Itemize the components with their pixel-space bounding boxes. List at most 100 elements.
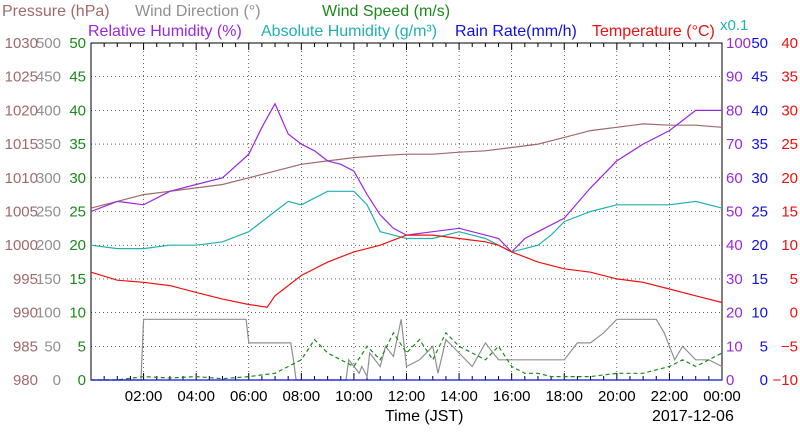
tick-label-rain_rate: 45 — [751, 69, 768, 86]
date-label: 2017-12-06 — [652, 408, 734, 425]
tick-label-wind_speed: 20 — [69, 237, 86, 254]
tick-label-wind_speed: 30 — [69, 170, 86, 187]
tick-label-relative_humidity: 20 — [726, 305, 743, 322]
tick-label-rain_rate: 25 — [751, 204, 768, 221]
tick-label-wind_speed: 5 — [78, 338, 86, 355]
chart-legend: Pressure (hPa) Wind Direction (°) Wind S… — [2, 3, 748, 40]
tick-label-pressure: 1005 — [5, 204, 38, 221]
tick-label-temperature: 35 — [781, 69, 798, 86]
series-line-6 — [90, 234, 723, 308]
left-axes: 1030102510201015101010051000995990985980… — [5, 35, 86, 389]
tick-label-wind_direction: 450 — [36, 69, 61, 86]
tick-label-temperature: −5 — [781, 338, 798, 355]
tick-label-rain_rate: 0 — [760, 372, 768, 389]
tick-label-wind_direction: 300 — [36, 170, 61, 187]
x-tick-label: 12:00 — [388, 388, 426, 405]
tick-label-rain_rate: 50 — [751, 35, 768, 52]
legend-rain-rate: Rain Rate(mm/h) — [455, 23, 577, 40]
tick-label-relative_humidity: 30 — [726, 271, 743, 288]
tick-label-pressure: 1025 — [5, 69, 38, 86]
tick-label-wind_direction: 150 — [36, 271, 61, 288]
tick-label-wind_speed: 15 — [69, 271, 86, 288]
tick-label-temperature: 25 — [781, 136, 798, 153]
tick-label-temperature: 40 — [781, 35, 798, 52]
tick-label-wind_speed: 40 — [69, 102, 86, 119]
tick-label-temperature: 15 — [781, 204, 798, 221]
legend-scale-note: x0.1 — [720, 17, 748, 34]
tick-label-pressure: 1030 — [5, 35, 38, 52]
tick-label-wind_direction: 50 — [44, 338, 61, 355]
tick-label-wind_speed: 45 — [69, 69, 86, 86]
tick-label-pressure: 1015 — [5, 136, 38, 153]
legend-wind-direction: Wind Direction (°) — [135, 3, 261, 20]
tick-label-wind_direction: 400 — [36, 102, 61, 119]
x-axis: 02:00 04:00 06:00 08:00 10:00 12:00 14:00 16:00… — [125, 388, 741, 405]
series-line-1 — [91, 318, 723, 381]
legend-pressure: Pressure (hPa) — [2, 3, 110, 20]
tick-label-wind_speed: 0 — [78, 372, 86, 389]
tick-label-relative_humidity: 0 — [726, 372, 734, 389]
x-tick-label: 16:00 — [493, 388, 531, 405]
tick-label-temperature: 0 — [790, 305, 798, 322]
x-tick-label: 00:00 — [703, 388, 741, 405]
tick-label-relative_humidity: 40 — [726, 237, 743, 254]
x-tick-label: 10:00 — [335, 388, 373, 405]
x-tick-label: 04:00 — [177, 388, 215, 405]
plot-area — [90, 42, 723, 381]
tick-label-relative_humidity: 100 — [726, 35, 751, 52]
legend-relative-humidity: Relative Humidity (%) — [88, 23, 242, 40]
tick-label-rain_rate: 35 — [751, 136, 768, 153]
tick-label-relative_humidity: 90 — [726, 69, 743, 86]
tick-label-relative_humidity: 60 — [726, 170, 743, 187]
legend-temperature: Temperature (°C) — [592, 23, 715, 40]
tick-label-wind_direction: 350 — [36, 136, 61, 153]
x-tick-label: 06:00 — [230, 388, 268, 405]
tick-label-pressure: 1010 — [5, 170, 38, 187]
series-line-0 — [90, 123, 723, 209]
legend-absolute-humidity: Absolute Humidity (g/m³) — [261, 23, 437, 40]
x-axis-label: Time (JST) — [385, 408, 464, 425]
tick-label-rain_rate: 30 — [751, 170, 768, 187]
tick-label-relative_humidity: 80 — [726, 102, 743, 119]
tick-label-wind_direction: 0 — [53, 372, 61, 389]
x-tick-label: 22:00 — [651, 388, 689, 405]
tick-label-rain_rate: 20 — [751, 237, 768, 254]
tick-label-rain_rate: 5 — [760, 338, 768, 355]
x-tick-label: 20:00 — [598, 388, 636, 405]
series-line-2 — [91, 331, 723, 381]
tick-label-wind_direction: 200 — [36, 237, 61, 254]
tick-label-rain_rate: 10 — [751, 305, 768, 322]
tick-label-relative_humidity: 10 — [726, 338, 743, 355]
x-tick-label: 18:00 — [545, 388, 583, 405]
series-line-3 — [90, 102, 722, 253]
series-line-4 — [90, 190, 723, 253]
tick-label-wind_speed: 10 — [69, 305, 86, 322]
tick-label-rain_rate: 40 — [751, 102, 768, 119]
tick-label-rain_rate: 15 — [751, 271, 768, 288]
tick-label-wind_speed: 50 — [69, 35, 86, 52]
x-tick-label: 14:00 — [440, 388, 478, 405]
tick-label-temperature: 10 — [781, 237, 798, 254]
tick-label-relative_humidity: 70 — [726, 136, 743, 153]
tick-label-relative_humidity: 50 — [726, 204, 743, 221]
tick-label-wind_speed: 25 — [69, 204, 86, 221]
tick-label-pressure: 1020 — [5, 102, 38, 119]
tick-label-temperature: 30 — [781, 102, 798, 119]
tick-label-temperature: 5 — [790, 271, 798, 288]
legend-wind-speed: Wind Speed (m/s) — [322, 3, 450, 20]
tick-label-pressure: 990 — [13, 305, 38, 322]
tick-label-pressure: 1000 — [5, 237, 38, 254]
tick-label-pressure: 980 — [13, 372, 38, 389]
tick-label-wind_speed: 35 — [69, 136, 86, 153]
right-axes: 1009080706050403020100504540353025201510… — [726, 35, 798, 389]
tick-label-pressure: 995 — [13, 271, 38, 288]
tick-label-temperature: 20 — [781, 170, 798, 187]
tick-label-wind_direction: 100 — [36, 305, 61, 322]
tick-label-wind_direction: 500 — [36, 35, 61, 52]
tick-label-temperature: −10 — [773, 372, 798, 389]
x-tick-label: 02:00 — [125, 388, 163, 405]
tick-label-wind_direction: 250 — [36, 204, 61, 221]
x-tick-label: 08:00 — [283, 388, 321, 405]
tick-label-pressure: 985 — [13, 338, 38, 355]
